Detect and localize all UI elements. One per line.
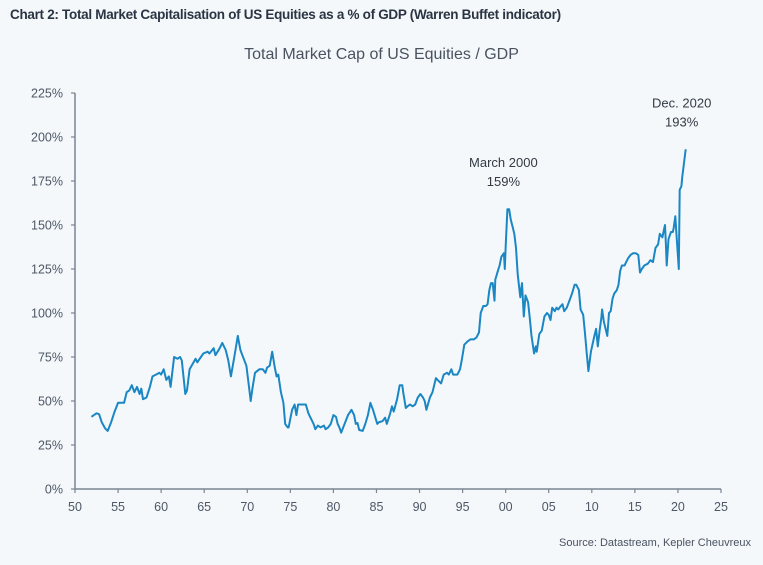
x-tick-label: 05 — [542, 500, 556, 514]
x-tick-label: 65 — [197, 500, 211, 514]
x-tick-label: 10 — [585, 500, 599, 514]
x-tick-label: 90 — [413, 500, 427, 514]
x-tick-label: 95 — [456, 500, 470, 514]
series-line — [90, 149, 687, 434]
x-tick-label: 75 — [283, 500, 297, 514]
y-tick-label: 225% — [31, 87, 63, 101]
annotation-value: 159% — [487, 174, 521, 189]
x-tick-label: 55 — [111, 500, 125, 514]
figure-title: Chart 2: Total Market Capitalisation of … — [10, 7, 561, 22]
annotation-label: Dec. 2020 — [652, 95, 711, 110]
x-tick-label: 70 — [240, 500, 254, 514]
x-tick-label: 25 — [714, 500, 728, 514]
y-tick-label: 50% — [38, 395, 63, 409]
x-tick-label: 80 — [326, 500, 340, 514]
x-tick-label: 00 — [499, 500, 513, 514]
y-tick-label: 150% — [31, 219, 63, 233]
y-tick-label: 125% — [31, 263, 63, 277]
annotations: March 2000 159% Dec. 2020 193% — [469, 95, 711, 189]
x-tick-label: 20 — [671, 500, 685, 514]
x-tick-label: 50 — [68, 500, 82, 514]
y-tick-label: 75% — [38, 351, 63, 365]
annotation-value: 193% — [665, 114, 699, 129]
x-tick-labels: 50 55 60 65 70 75 80 85 90 95 00 05 10 15 20 25 — [68, 500, 728, 514]
x-tick-label: 85 — [370, 500, 384, 514]
annotation-label: March 2000 — [469, 155, 538, 170]
y-tick-label: 25% — [38, 439, 63, 453]
chart-title: Total Market Cap of US Equities / GDP — [244, 46, 519, 63]
axes — [71, 92, 722, 493]
y-tick-label: 100% — [31, 307, 63, 321]
y-tick-label: 175% — [31, 175, 63, 189]
y-tick-label: 0% — [45, 483, 63, 497]
y-tick-labels: 0% 25% 50% 75% 100% 125% 150% 175% 200% 225% — [31, 87, 63, 497]
y-tick-label: 200% — [31, 131, 63, 145]
source-note: Source: Datastream, Kepler Cheuvreux — [559, 537, 751, 549]
x-tick-label: 15 — [628, 500, 642, 514]
x-tick-label: 60 — [154, 500, 168, 514]
